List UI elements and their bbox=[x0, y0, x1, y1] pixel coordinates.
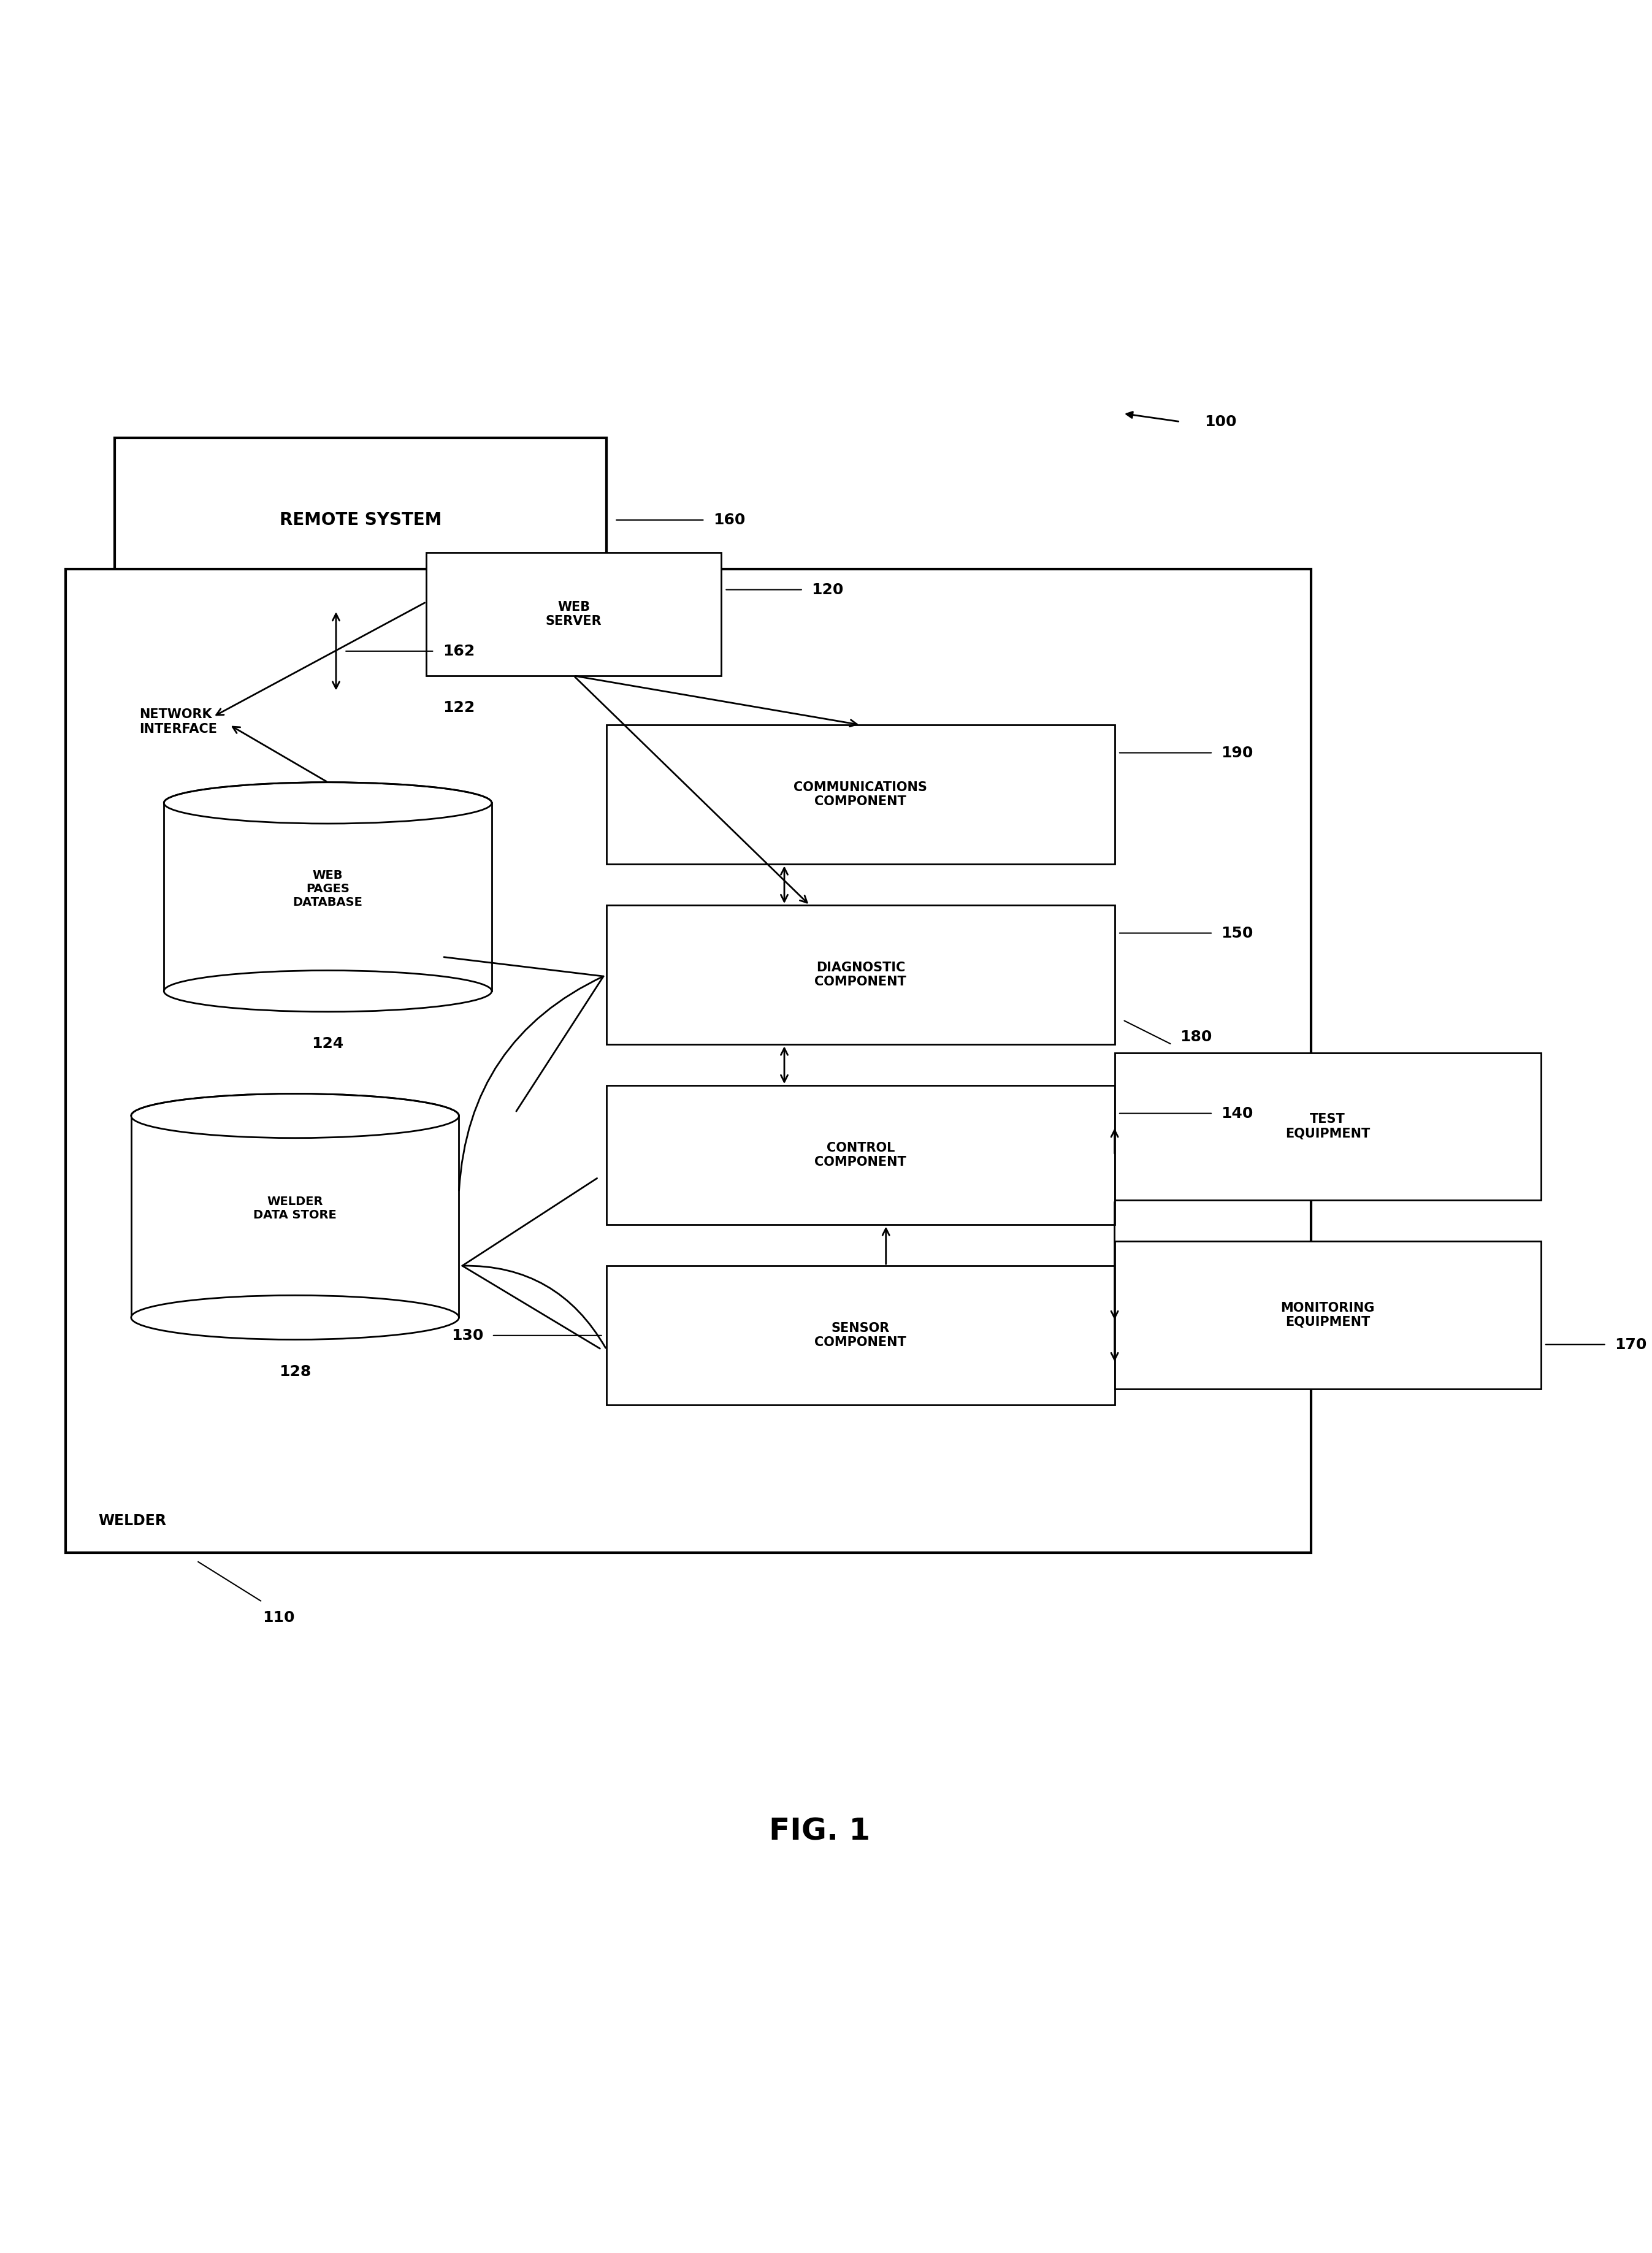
FancyBboxPatch shape bbox=[66, 570, 1312, 1552]
Text: 162: 162 bbox=[443, 644, 474, 658]
Text: REMOTE SYSTEM: REMOTE SYSTEM bbox=[279, 511, 441, 529]
FancyBboxPatch shape bbox=[1115, 1052, 1541, 1201]
Text: 124: 124 bbox=[312, 1036, 344, 1052]
Text: FIG. 1: FIG. 1 bbox=[768, 1816, 871, 1845]
FancyBboxPatch shape bbox=[606, 1266, 1115, 1406]
Text: 190: 190 bbox=[1221, 746, 1254, 759]
Text: MONITORING
EQUIPMENT: MONITORING EQUIPMENT bbox=[1280, 1302, 1374, 1329]
Text: DIAGNOSTIC
COMPONENT: DIAGNOSTIC COMPONENT bbox=[814, 962, 907, 989]
Text: 180: 180 bbox=[1180, 1030, 1213, 1045]
Text: COMMUNICATIONS
COMPONENT: COMMUNICATIONS COMPONENT bbox=[793, 782, 927, 809]
FancyBboxPatch shape bbox=[131, 1086, 459, 1115]
FancyBboxPatch shape bbox=[606, 725, 1115, 865]
Ellipse shape bbox=[164, 782, 492, 825]
Text: 160: 160 bbox=[714, 514, 745, 527]
Text: WEB
PAGES
DATABASE: WEB PAGES DATABASE bbox=[292, 870, 363, 908]
Text: TEST
EQUIPMENT: TEST EQUIPMENT bbox=[1285, 1113, 1370, 1140]
Text: WEB
SERVER: WEB SERVER bbox=[545, 602, 601, 629]
Ellipse shape bbox=[164, 971, 492, 1012]
FancyBboxPatch shape bbox=[606, 906, 1115, 1045]
FancyBboxPatch shape bbox=[164, 802, 492, 991]
Text: 150: 150 bbox=[1221, 926, 1254, 940]
Text: 100: 100 bbox=[1204, 415, 1237, 428]
Text: 170: 170 bbox=[1614, 1336, 1647, 1352]
FancyBboxPatch shape bbox=[426, 552, 722, 676]
Text: 122: 122 bbox=[443, 701, 474, 714]
Text: WELDER: WELDER bbox=[99, 1514, 167, 1528]
Ellipse shape bbox=[131, 1093, 459, 1138]
Text: 140: 140 bbox=[1221, 1106, 1254, 1120]
Text: 110: 110 bbox=[263, 1611, 294, 1624]
FancyBboxPatch shape bbox=[114, 437, 606, 602]
Text: 128: 128 bbox=[279, 1363, 311, 1379]
Text: 130: 130 bbox=[451, 1327, 484, 1343]
Text: SENSOR
COMPONENT: SENSOR COMPONENT bbox=[814, 1323, 907, 1350]
Text: 120: 120 bbox=[811, 581, 844, 597]
FancyBboxPatch shape bbox=[606, 1086, 1115, 1226]
Text: NETWORK
INTERFACE: NETWORK INTERFACE bbox=[139, 707, 216, 734]
FancyArrowPatch shape bbox=[463, 1178, 606, 1350]
FancyBboxPatch shape bbox=[164, 775, 492, 802]
FancyBboxPatch shape bbox=[131, 1115, 459, 1318]
Ellipse shape bbox=[131, 1295, 459, 1341]
Text: CONTROL
COMPONENT: CONTROL COMPONENT bbox=[814, 1142, 907, 1169]
FancyArrowPatch shape bbox=[444, 958, 603, 1190]
Text: WELDER
DATA STORE: WELDER DATA STORE bbox=[253, 1196, 337, 1221]
FancyBboxPatch shape bbox=[1115, 1241, 1541, 1388]
